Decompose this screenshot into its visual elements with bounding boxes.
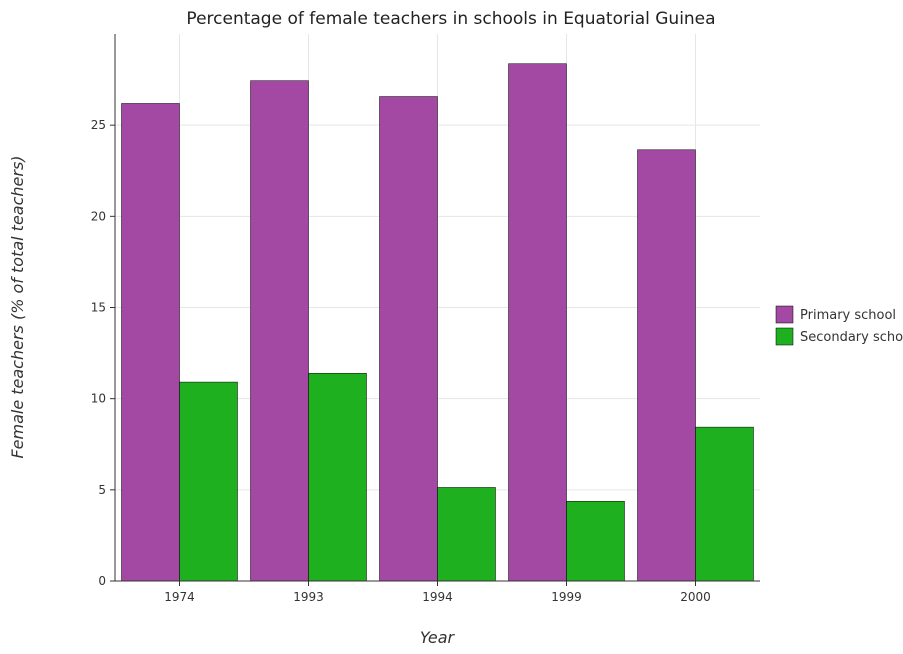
x-tick-label: 2000 — [680, 590, 711, 604]
y-tick-label: 15 — [91, 301, 106, 315]
legend: Primary school Secondary school — [775, 305, 903, 346]
bar-secondary-school-2000 — [695, 426, 754, 582]
y-tick-label: 5 — [98, 483, 106, 497]
bar-secondary-school-1999 — [566, 501, 625, 582]
x-tick-label: 1994 — [422, 590, 453, 604]
y-tick-label: 10 — [91, 392, 106, 406]
bar-primary-school-1993 — [250, 80, 309, 582]
bar-secondary-school-1993 — [308, 373, 367, 582]
bar-primary-school-1994 — [379, 96, 438, 582]
axes: 0 5 10 15 20 25 1974 1993 1994 1999 2000 — [91, 34, 760, 604]
chart-title: Percentage of female teachers in schools… — [186, 9, 715, 29]
legend-swatch-secondary-school — [775, 327, 794, 346]
bars — [121, 63, 754, 582]
y-tick-label: 25 — [91, 118, 106, 132]
legend-label-secondary-school: Secondary school — [800, 330, 903, 345]
legend-label-primary-school: Primary school — [800, 308, 896, 323]
x-tick-label: 1993 — [293, 590, 324, 604]
bar-primary-school-1974 — [121, 103, 180, 582]
x-axis-label: Year — [420, 628, 456, 647]
bar-primary-school-1999 — [508, 63, 567, 582]
bar-secondary-school-1974 — [179, 381, 238, 582]
bar-primary-school-2000 — [637, 149, 696, 582]
bar-secondary-school-1994 — [437, 487, 496, 582]
y-tick-label: 0 — [98, 574, 106, 588]
legend-swatch-primary-school — [775, 305, 794, 324]
y-axis-label: Female teachers (% of total teachers) — [8, 155, 27, 458]
x-tick-label: 1974 — [164, 590, 195, 604]
y-tick-label: 20 — [91, 209, 106, 223]
x-tick-label: 1999 — [551, 590, 582, 604]
